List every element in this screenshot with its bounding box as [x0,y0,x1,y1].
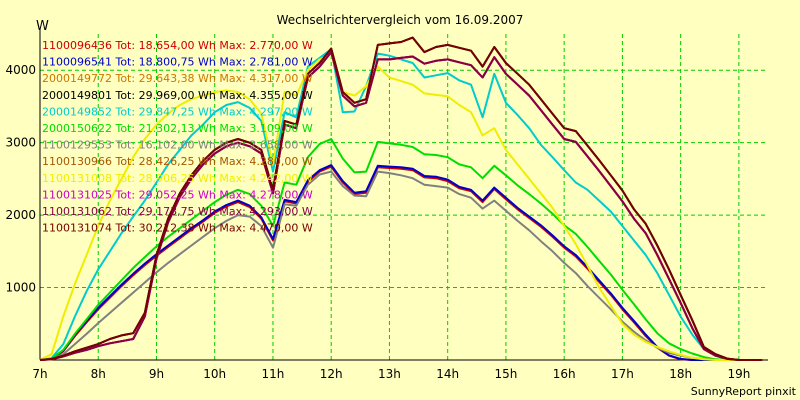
series-lines [39,36,763,361]
x-tick-label: 16h [553,367,576,381]
legend-entry-2000149852: 2000149852 Tot: 29.847,25 Wh Max: 4.297,… [42,105,313,118]
legend-entry-2000149801: 2000149801 Tot: 29.969,00 Wh Max: 4.355,… [42,89,313,102]
legend-entry-1100129553: 1100129553 Tot: 16.102,00 Wh Max: 2.658,… [42,139,313,152]
legend-entry-1100130966: 1100130966 Tot: 28.426,25 Wh Max: 4.280,… [42,155,313,168]
legend-entry-1100131062: 1100131062 Tot: 29.173,75 Wh Max: 4.293,… [42,205,313,218]
series-line-1100129553 [39,170,763,361]
x-tick-label: 10h [203,367,226,381]
x-tick-label: 7h [32,367,47,381]
x-tick-label: 8h [91,367,106,381]
series-line-1100131008 [39,53,763,361]
chart-title: Wechselrichtervergleich vom 16.09.2007 [277,13,524,27]
series-line-1100131074 [39,36,763,361]
legend-entry-1100131074: 1100131074 Tot: 30.212,38 Wh Max: 4.470,… [42,222,313,235]
series-line-1100131062 [39,51,763,361]
y-tick-label: 1000 [5,281,36,295]
legend-entry-2000150622: 2000150622 Tot: 21.302,13 Wh Max: 3.109,… [42,122,313,135]
legend-entry-1100096436: 1100096436 Tot: 18.654,00 Wh Max: 2.770,… [42,39,313,52]
series-line-2000149852 [39,48,763,361]
y-tick-label: 2000 [5,208,36,222]
x-tick-label: 17h [611,367,634,381]
series-line-1100096541 [39,164,763,361]
x-tick-label: 11h [262,367,285,381]
x-tick-label: 12h [320,367,343,381]
axes [39,30,768,361]
y-tick-label: 3000 [5,136,36,150]
x-tick-label: 14h [436,367,459,381]
y-axis-unit-label: W [36,19,49,34]
legend-entry-1100096541: 1100096541 Tot: 18.800,75 Wh Max: 2.781,… [42,56,313,69]
y-tick-label: 4000 [5,63,36,77]
credit-text: SunnyReport pinxit [691,385,797,398]
x-tick-label: 9h [149,367,164,381]
x-ticks: 7h 8h 9h 10h 11h 12h 13h 14h 15h 16h 17h 18h 19h [32,367,750,381]
legend-entry-1100131008: 1100131008 Tot: 28.906,25 Wh Max: 4.242,… [42,172,313,185]
legend: 1100096436 Tot: 18.654,00 Wh Max: 2.770,… [42,39,313,235]
x-tick-label: 19h [727,367,750,381]
x-tick-label: 18h [669,367,692,381]
x-tick-label: 13h [378,367,401,381]
x-tick-label: 15h [494,367,517,381]
legend-entry-1100131025: 1100131025 Tot: 29.052,25 Wh Max: 4.278,… [42,188,313,201]
legend-entry-2000149772: 2000149772 Tot: 29.643,38 Wh Max: 4.317,… [42,72,313,85]
y-ticks: 1000 2000 3000 4000 [5,63,36,294]
